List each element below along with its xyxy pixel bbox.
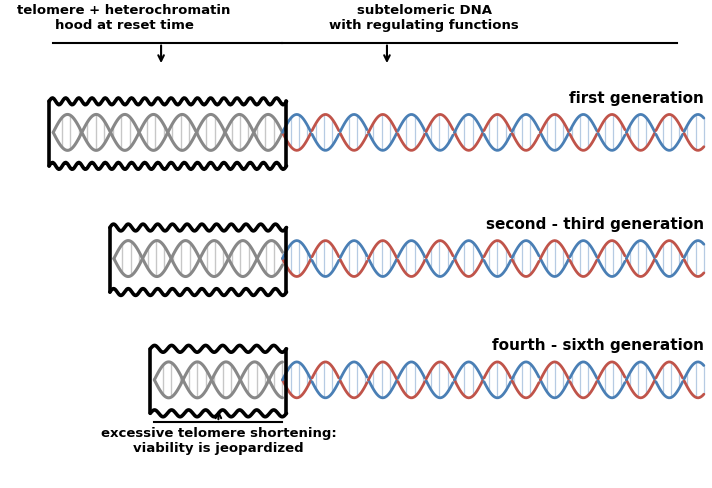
Text: subtelomeric DNA
with regulating functions: subtelomeric DNA with regulating functio…: [329, 4, 519, 32]
Text: telomere + heterochromatin
hood at reset time: telomere + heterochromatin hood at reset…: [17, 4, 231, 32]
Text: fourth - sixth generation: fourth - sixth generation: [492, 338, 704, 353]
Text: excessive telomere shortening:
viability is jeopardized: excessive telomere shortening: viability…: [100, 427, 336, 455]
Text: second - third generation: second - third generation: [486, 217, 704, 232]
Text: first generation: first generation: [569, 91, 704, 106]
